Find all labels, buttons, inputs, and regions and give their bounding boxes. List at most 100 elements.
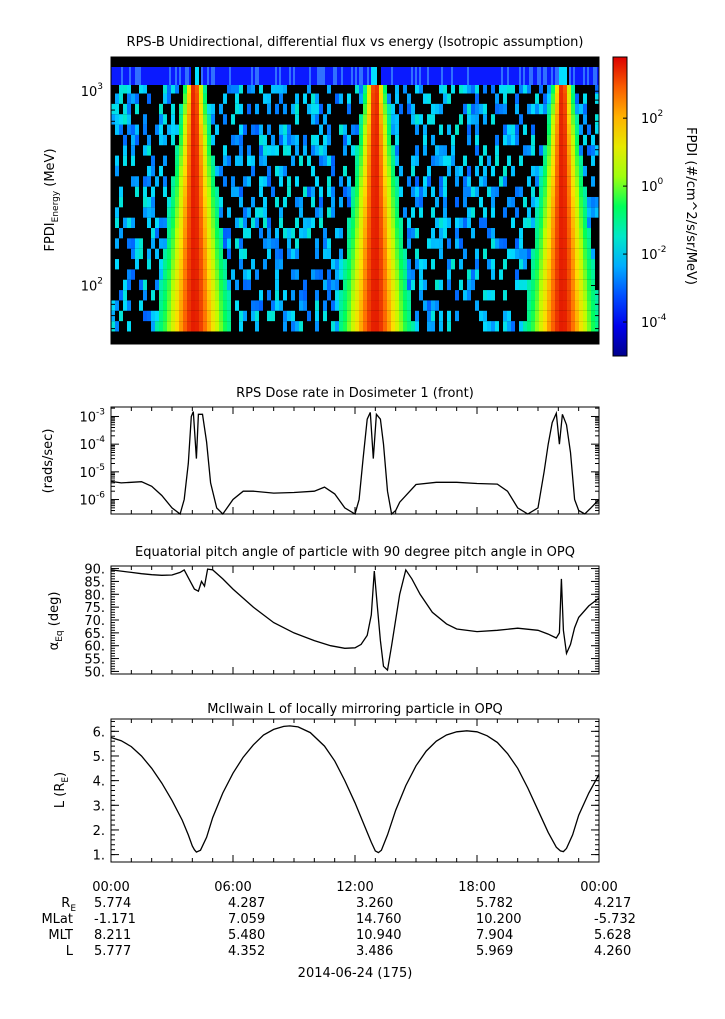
flux-cell — [287, 186, 291, 197]
flux-band-cell — [559, 67, 561, 85]
flux-band-cell — [201, 67, 203, 85]
flux-cell — [339, 124, 343, 135]
flux-cell — [195, 93, 199, 104]
flux-cell — [371, 196, 375, 208]
flux-cell — [315, 207, 319, 218]
flux-cell — [219, 238, 223, 249]
flux-cell — [167, 93, 171, 104]
flux-cell — [379, 114, 383, 125]
flux-cell — [287, 145, 291, 156]
flux-cell — [531, 279, 535, 291]
flux-cell — [475, 269, 479, 280]
flux-cell — [171, 238, 175, 249]
flux-cell — [403, 310, 407, 322]
flux-band-cell — [581, 67, 583, 85]
flux-cell — [451, 259, 455, 270]
flux-cell — [327, 186, 331, 197]
flux-cell — [183, 207, 187, 218]
flux-cell — [199, 155, 203, 166]
flux-cell — [543, 93, 547, 104]
flux-cell — [191, 321, 195, 332]
flux-cell — [127, 114, 131, 125]
ephemeris-row-label-part-0: R — [61, 896, 70, 911]
flux-cell — [231, 134, 235, 146]
flux-cell — [519, 155, 523, 166]
flux-cell — [543, 207, 547, 218]
flux-cell — [403, 321, 407, 332]
flux-cell — [203, 248, 207, 260]
flux-cell — [347, 176, 351, 187]
flux-cell — [511, 217, 515, 229]
flux-cell — [543, 196, 547, 208]
flux-cell — [211, 238, 215, 249]
flux-cell — [115, 155, 119, 166]
flux-cell — [499, 269, 503, 280]
flux-cell — [519, 238, 523, 249]
flux-band-cell — [147, 67, 149, 85]
flux-cell — [563, 186, 567, 197]
flux-band-cell — [471, 67, 473, 85]
flux-cell — [311, 165, 315, 177]
panel1-ytick-label: 103 — [81, 82, 103, 100]
flux-cell — [359, 207, 363, 218]
flux-cell — [203, 300, 207, 311]
flux-cell — [143, 124, 147, 135]
flux-cell — [291, 321, 295, 332]
flux-cell — [563, 176, 567, 187]
flux-cell — [183, 103, 187, 115]
flux-cell — [571, 124, 575, 135]
flux-cell — [583, 134, 587, 146]
flux-cell — [167, 207, 171, 218]
flux-band-cell — [257, 67, 259, 85]
flux-cell — [379, 145, 383, 156]
flux-cell — [431, 228, 435, 239]
flux-cell — [187, 259, 191, 270]
flux-cell — [139, 279, 143, 291]
flux-cell — [191, 196, 195, 208]
flux-band-cell — [491, 67, 493, 85]
flux-band-cell — [221, 67, 223, 85]
flux-cell — [135, 186, 139, 197]
flux-cell — [363, 124, 367, 135]
flux-cell — [243, 310, 247, 322]
flux-cell — [355, 83, 359, 94]
flux-cell — [551, 238, 555, 249]
flux-cell — [551, 217, 555, 229]
flux-cell — [347, 228, 351, 239]
flux-band-cell — [539, 67, 541, 85]
flux-cell — [587, 290, 591, 301]
flux-cell — [567, 196, 571, 208]
flux-cell — [383, 279, 387, 291]
flux-band-cell — [233, 67, 235, 85]
flux-cell — [523, 196, 527, 208]
flux-cell — [527, 321, 531, 332]
flux-cell — [195, 124, 199, 135]
flux-cell — [199, 248, 203, 260]
flux-band-cell — [415, 67, 417, 85]
flux-cell — [507, 134, 511, 146]
flux-cell — [231, 186, 235, 197]
flux-cell — [355, 259, 359, 270]
flux-cell — [555, 248, 559, 260]
flux-cell — [191, 114, 195, 125]
flux-cell — [303, 217, 307, 229]
flux-cell — [359, 269, 363, 280]
flux-cell — [487, 290, 491, 301]
flux-cell — [267, 145, 271, 156]
flux-band-cell — [593, 67, 595, 85]
flux-cell — [531, 300, 535, 311]
flux-cell — [163, 238, 167, 249]
flux-cell — [263, 196, 267, 208]
flux-cell — [559, 259, 563, 270]
flux-band-cell — [465, 67, 467, 85]
flux-cell — [475, 134, 479, 146]
flux-cell — [203, 259, 207, 270]
ephemeris-row-label: L — [66, 944, 74, 959]
flux-cell — [387, 186, 391, 197]
flux-cell — [115, 165, 119, 177]
flux-cell — [223, 300, 227, 311]
ephemeris-value: 14.760 — [356, 912, 402, 927]
flux-band-cell — [401, 67, 403, 85]
flux-cell — [223, 114, 227, 125]
flux-cell — [327, 155, 331, 166]
